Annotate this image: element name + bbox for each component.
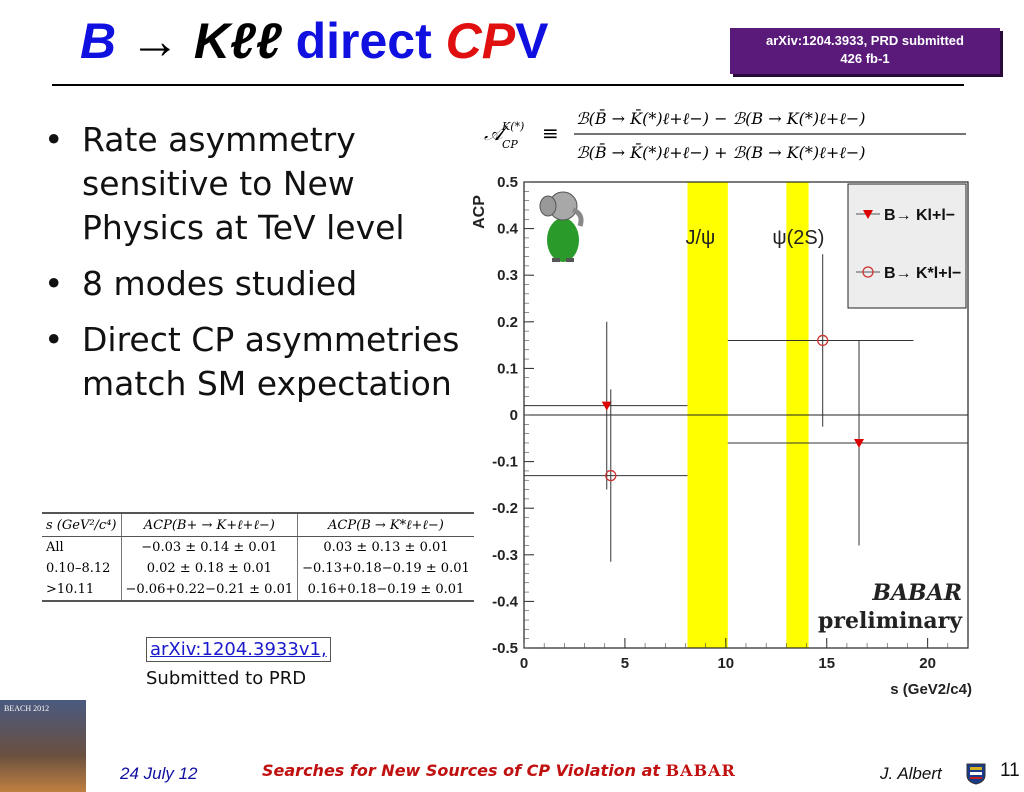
table-cell: >10.11 [42, 579, 122, 602]
page-number: 11 [1000, 760, 1020, 781]
babar-elephant-mascot [539, 191, 584, 262]
y-tick-label: -0.2 [492, 500, 518, 517]
legend-marker [862, 266, 874, 278]
bullet-list: • Rate asymmetry sensitive to New Physics… [40, 118, 460, 418]
bullet-item: • 8 modes studied [40, 262, 460, 306]
table-cell: 0.10–8.12 [42, 558, 122, 579]
title-kll: Kℓℓ [193, 13, 282, 69]
mascot-ear [539, 195, 557, 217]
bullet-dot: • [44, 264, 64, 303]
bullet-text: 8 modes studied [82, 264, 358, 303]
x-tick-label: 10 [717, 655, 734, 672]
title-divider [52, 84, 964, 86]
acp-chart: J/ψ ψ(2S) 0.50.40.30.20.10-0.1-0.2-0.3-0.… [471, 174, 972, 698]
formula-denominator: ℬ(B̄ → K̄(*)ℓ+ℓ−) + ℬ(B → K(*)ℓ+ℓ−) [576, 141, 866, 162]
chart-axes: 0.50.40.30.20.10-0.1-0.2-0.3-0.4-0.50 5 10… [471, 174, 972, 698]
legend-label: B→ Kl+l− [884, 207, 955, 224]
formula-svg: 𝒜 K(*) CP ≡ ℬ(B̄ → K̄(*)ℓ+ℓ−) − ℬ(B → K(… [484, 107, 966, 162]
y-tick-label: 0.5 [497, 174, 518, 191]
data-point-triangle [601, 401, 612, 411]
veto-label: J/ψ [685, 227, 715, 249]
formula-numerator: ℬ(B̄ → K̄(*)ℓ+ℓ−) − ℬ(B → K(*)ℓ+ℓ−) [576, 107, 866, 128]
mascot-trunk [571, 207, 584, 227]
mascot-body [547, 218, 579, 262]
bullet-text: Rate asymmetry sensitive to New Physics … [82, 120, 405, 247]
table-cell: −0.03 ± 0.14 ± 0.01 [121, 536, 299, 558]
y-axis-label: ACP [471, 195, 488, 229]
veto-label: ψ(2S) [772, 227, 824, 249]
bullet-item: • Direct CP asymmetries match SM expectat… [40, 318, 460, 406]
data-point-circle [605, 469, 617, 482]
table-cell: −0.13+0.18−0.19 ± 0.01 [302, 561, 470, 576]
mascot-foot [552, 258, 560, 262]
title-b: B [80, 13, 117, 69]
bullet-dot: • [44, 320, 64, 359]
x-tick-label: 20 [919, 655, 936, 672]
formula-equiv: ≡ [542, 121, 559, 145]
watermark-babar: BABAR [871, 580, 962, 606]
table-header: s (GeV²/c⁴) [42, 512, 122, 537]
table-cell: 0.02 ± 0.18 ± 0.01 [121, 558, 299, 579]
legend-marker [863, 210, 873, 219]
footer-talk-title-text: Searches for New Sources of CP Violation… [262, 761, 661, 780]
conference-thumbnail: BEACH 2012 [0, 700, 86, 792]
slide-title: B → Kℓℓ direct CPV [80, 8, 548, 74]
bullet-dot: • [44, 120, 64, 159]
table-row: >10.11 −0.06+0.22−0.21 ± 0.01 0.16+0.18−… [42, 579, 474, 602]
data-point-circle [817, 334, 829, 347]
reference-line-2: 426 fb-1 [840, 51, 890, 66]
arxiv-link[interactable]: arXiv:1204.3933v1, [146, 637, 331, 662]
footer-talk-title: Searches for New Sources of CP Violation… [262, 761, 736, 780]
x-tick-label: 15 [818, 655, 835, 672]
watermark-preliminary: preliminary [818, 608, 963, 634]
y-tick-label: 0.2 [497, 314, 518, 331]
footer-author: J. Albert [880, 764, 942, 783]
table-cell: All [42, 536, 122, 558]
table-row: 0.10–8.12 0.02 ± 0.18 ± 0.01 −0.13+0.18−… [42, 558, 474, 579]
y-tick-label: -0.5 [492, 640, 518, 657]
legend-box [847, 183, 967, 309]
mascot-foot [566, 258, 574, 262]
footer-date: 24 July 12 [120, 764, 198, 783]
chart-points [524, 254, 968, 562]
title-direct: direct [295, 13, 432, 69]
data-point-triangle [854, 438, 865, 448]
table-cell: 0.16+0.18−0.19 ± 0.01 [297, 579, 474, 602]
y-tick-label: 0.4 [497, 221, 519, 238]
y-tick-label: -0.3 [492, 547, 518, 564]
asymmetry-formula: 𝒜 K(*) CP ≡ ℬ(B̄ → K̄(*)ℓ+ℓ−) − ℬ(B → K(… [482, 100, 972, 174]
title-arrow: → [130, 13, 181, 69]
reference-box: arXiv:1204.3933, PRD submitted 426 fb-1 [730, 28, 1000, 74]
table-cell: 0.03 ± 0.13 ± 0.01 [323, 540, 449, 555]
y-tick-label: 0.1 [497, 360, 518, 377]
submitted-note: Submitted to PRD [146, 668, 307, 689]
results-table: s (GeV²/c⁴) ACP(B+ → K+ℓ+ℓ−) ACP(B → K*ℓ… [42, 512, 474, 602]
bullet-item: • Rate asymmetry sensitive to New Physics… [40, 118, 460, 250]
university-crest-icon [966, 763, 986, 785]
formula-lhs-sub: CP [502, 138, 518, 151]
y-tick-label: -0.1 [492, 454, 518, 471]
x-tick-label: 0 [520, 655, 528, 672]
babar-logo: BABAR [665, 761, 736, 780]
table-header-row: s (GeV²/c⁴) ACP(B+ → K+ℓ+ℓ−) ACP(B → K*ℓ… [42, 512, 474, 537]
x-axis-label: s (GeV2/c4) [890, 681, 972, 698]
title-v: V [515, 13, 549, 69]
formula-lhs-sup: K(*) [501, 120, 524, 133]
y-tick-label: 0.3 [497, 267, 518, 284]
legend-label: B→ K*l+l− [884, 265, 961, 282]
table-cell: −0.06+0.22−0.21 ± 0.01 [121, 579, 299, 602]
table-row: All −0.03 ± 0.14 ± 0.01 0.03 ± 0.13 ± 0.… [42, 536, 474, 558]
bullet-text: Direct CP asymmetries match SM expectati… [82, 320, 460, 403]
table-header: ACP(B+ → K+ℓ+ℓ−) [121, 512, 299, 537]
conference-thumbnail-caption: BEACH 2012 [4, 704, 50, 713]
y-tick-label: 0 [510, 407, 518, 424]
title-cp: CP [445, 13, 516, 69]
y-tick-label: -0.4 [492, 593, 519, 610]
table-header: ACP(B → K*ℓ+ℓ−) [297, 512, 474, 537]
x-tick-label: 5 [621, 655, 629, 672]
reference-line-1: arXiv:1204.3933, PRD submitted [766, 33, 964, 48]
